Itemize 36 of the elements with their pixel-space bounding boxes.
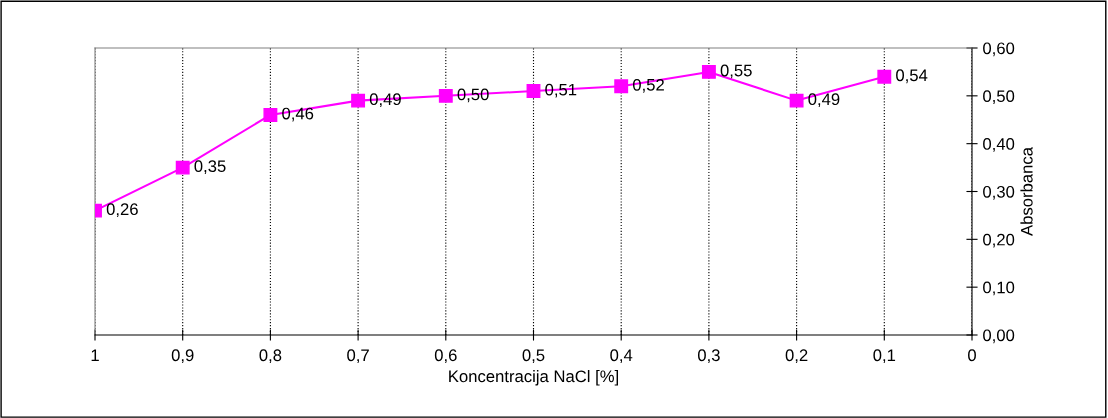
x-tick-label: 0,4: [610, 349, 633, 364]
x-tick-label: 0,1: [873, 349, 896, 364]
x-axis-title: Koncentracija NaCl [%]: [449, 369, 618, 386]
point: [351, 93, 366, 108]
x-tick-label: 0,6: [434, 349, 457, 364]
x-tick-label: 0,8: [259, 349, 282, 364]
data-label: 0,54: [896, 69, 928, 84]
x-tick-label: 0,3: [697, 349, 720, 364]
point: [438, 88, 453, 103]
y-tick-label: 0,00: [983, 329, 1015, 344]
y-tick-label: 0,10: [983, 281, 1015, 296]
point: [526, 84, 541, 98]
point: [701, 64, 716, 79]
y-tick-label: 0,30: [983, 185, 1015, 200]
y-tick-label: 0,60: [983, 42, 1015, 57]
x-tick-label: 0,7: [347, 349, 369, 364]
y-tick-label: 0,40: [983, 138, 1015, 152]
y-tick-label: 0,20: [983, 233, 1015, 248]
x-tick-label: 0,9: [171, 349, 194, 364]
point: [263, 108, 278, 122]
data-label: 0,35: [194, 160, 226, 175]
point: [614, 79, 629, 94]
x-tick-label: 0: [968, 349, 976, 362]
point: [789, 93, 804, 108]
data-label: 0,26: [106, 203, 138, 218]
y-tick-label: 0,50: [983, 90, 1015, 105]
x-tick-label: 0,2: [785, 349, 808, 364]
data-label: 0,49: [808, 93, 840, 108]
data-label: 0,46: [282, 107, 314, 122]
x-tick-label: 1: [91, 349, 99, 361]
data-label: 0,52: [632, 78, 664, 93]
y-axis-title: Absorbanca: [1020, 147, 1033, 236]
data-label: 0,55: [720, 64, 752, 79]
x-tick-label: 0,5: [522, 349, 545, 364]
point: [175, 160, 190, 175]
point: [877, 69, 892, 84]
